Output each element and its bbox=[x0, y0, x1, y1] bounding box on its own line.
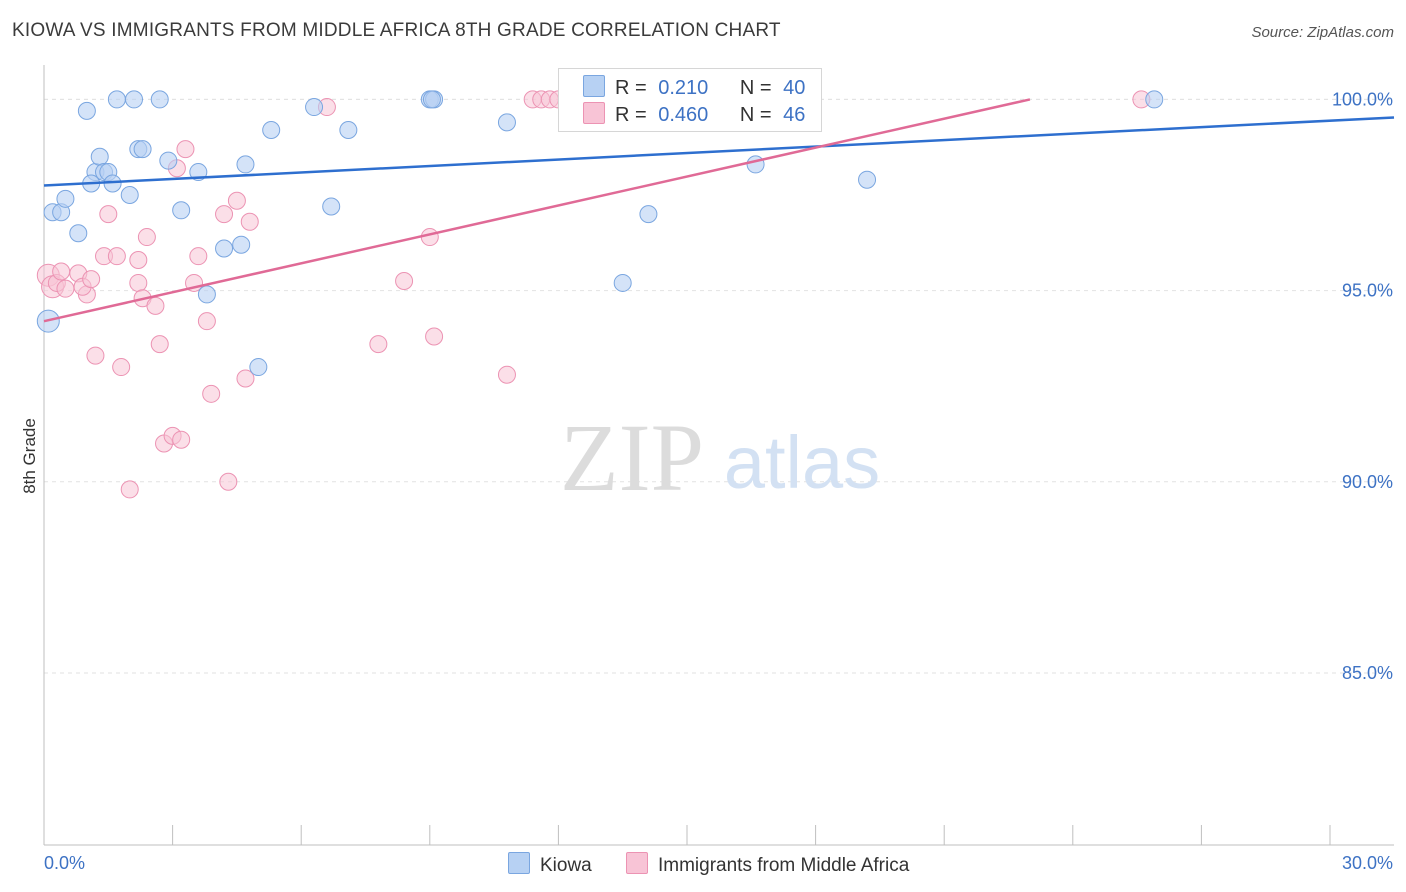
africa-point bbox=[189, 247, 208, 266]
kiowa-point bbox=[497, 113, 516, 132]
kiowa-point bbox=[322, 197, 341, 216]
africa-point bbox=[99, 205, 118, 224]
kiowa-swatch bbox=[583, 75, 605, 97]
legend-n-label: N = bbox=[739, 77, 772, 99]
y-tick-label: 85.0% bbox=[1342, 663, 1393, 683]
kiowa-point bbox=[56, 189, 75, 208]
kiowa-point bbox=[639, 205, 658, 224]
trend-lines bbox=[43, 98, 1395, 323]
africa-legend-label: Immigrants from Middle Africa bbox=[658, 855, 910, 876]
y-tick-label: 90.0% bbox=[1342, 472, 1393, 492]
kiowa-point bbox=[215, 239, 234, 258]
legend-n-label: N = bbox=[739, 104, 772, 126]
legend-n-value: 46 bbox=[783, 104, 806, 126]
kiowa-point bbox=[305, 98, 324, 117]
africa-point bbox=[227, 191, 246, 210]
africa-point bbox=[425, 327, 444, 346]
kiowa-point bbox=[197, 285, 216, 304]
legend-r-label: R = bbox=[615, 104, 647, 126]
africa-point bbox=[129, 273, 148, 292]
africa-legend-swatch bbox=[626, 852, 648, 874]
series-kiowa-points bbox=[36, 90, 1164, 377]
source-credit: Source: ZipAtlas.com bbox=[1251, 24, 1394, 41]
kiowa-point bbox=[125, 90, 144, 109]
kiowa-point bbox=[150, 90, 169, 109]
legend-r-value: 0.210 bbox=[658, 77, 709, 99]
africa-point bbox=[395, 272, 414, 291]
kiowa-point bbox=[77, 101, 96, 120]
africa-point bbox=[137, 228, 156, 247]
legend-n-value: 40 bbox=[783, 77, 806, 99]
tick-labels: 85.0% 90.0% 95.0% 100.0% 0.0% 30.0% bbox=[44, 89, 1393, 873]
watermark-zip: ZIP bbox=[560, 404, 704, 511]
africa-point bbox=[369, 335, 388, 354]
africa-point bbox=[146, 296, 165, 315]
africa-point bbox=[420, 228, 439, 247]
x-tick-label: 0.0% bbox=[44, 853, 85, 873]
africa-point bbox=[86, 346, 105, 365]
chart-title: KIOWA VS IMMIGRANTS FROM MIDDLE AFRICA 8… bbox=[12, 20, 781, 41]
kiowa-point bbox=[262, 121, 281, 139]
africa-point bbox=[112, 358, 131, 377]
y-tick-label: 100.0% bbox=[1332, 89, 1393, 109]
correlation-legend: R = 0.210 N = 40 R = 0.460 N = 46 bbox=[558, 68, 822, 132]
kiowa-legend-swatch bbox=[508, 852, 530, 874]
kiowa-point bbox=[1145, 90, 1164, 109]
africa-point bbox=[172, 430, 191, 449]
x-tick-label: 30.0% bbox=[1342, 853, 1393, 873]
legend-r-label: R = bbox=[615, 77, 647, 99]
y-axis-label: 8th Grade bbox=[20, 418, 39, 494]
legend-r-value: 0.460 bbox=[658, 104, 709, 126]
kiowa-point bbox=[613, 273, 632, 292]
africa-swatch bbox=[583, 102, 605, 124]
africa-point bbox=[176, 140, 195, 159]
kiowa-point bbox=[90, 147, 109, 166]
kiowa-point bbox=[858, 170, 877, 189]
kiowa-trend-line bbox=[43, 116, 1395, 187]
bottom-legend-kiowa: Kiowa bbox=[508, 852, 592, 877]
africa-point bbox=[56, 279, 75, 298]
kiowa-point bbox=[159, 151, 178, 170]
africa-point bbox=[219, 472, 238, 491]
kiowa-point bbox=[236, 155, 255, 174]
africa-trend-line bbox=[43, 98, 1031, 323]
africa-point bbox=[236, 369, 255, 388]
africa-point bbox=[107, 247, 126, 266]
africa-point bbox=[82, 270, 101, 289]
kiowa-point bbox=[746, 155, 765, 174]
series-africa-points bbox=[36, 90, 1151, 499]
kiowa-point bbox=[249, 358, 268, 377]
kiowa-point bbox=[339, 121, 358, 139]
watermark: ZIP atlas bbox=[560, 404, 880, 511]
kiowa-point bbox=[172, 201, 191, 220]
africa-point bbox=[240, 212, 259, 231]
kiowa-point bbox=[69, 224, 88, 243]
africa-point bbox=[52, 262, 71, 281]
africa-point bbox=[129, 251, 148, 269]
africa-point bbox=[202, 384, 221, 403]
y-tick-label: 95.0% bbox=[1342, 281, 1393, 301]
legend-row-kiowa: R = 0.210 N = 40 bbox=[583, 75, 805, 99]
africa-point bbox=[497, 365, 516, 384]
kiowa-point bbox=[422, 90, 441, 109]
watermark-atlas: atlas bbox=[724, 421, 880, 504]
kiowa-point bbox=[107, 90, 126, 109]
axes bbox=[43, 65, 1394, 846]
africa-point bbox=[150, 335, 169, 354]
bottom-legend-africa: Immigrants from Middle Africa bbox=[626, 852, 909, 877]
kiowa-point bbox=[120, 186, 139, 204]
kiowa-point bbox=[232, 235, 251, 254]
kiowa-legend-label: Kiowa bbox=[540, 855, 592, 876]
africa-point bbox=[215, 205, 234, 224]
kiowa-point bbox=[133, 140, 152, 159]
legend-row-africa: R = 0.460 N = 46 bbox=[583, 102, 805, 126]
africa-point bbox=[120, 480, 139, 499]
africa-point bbox=[197, 312, 216, 331]
